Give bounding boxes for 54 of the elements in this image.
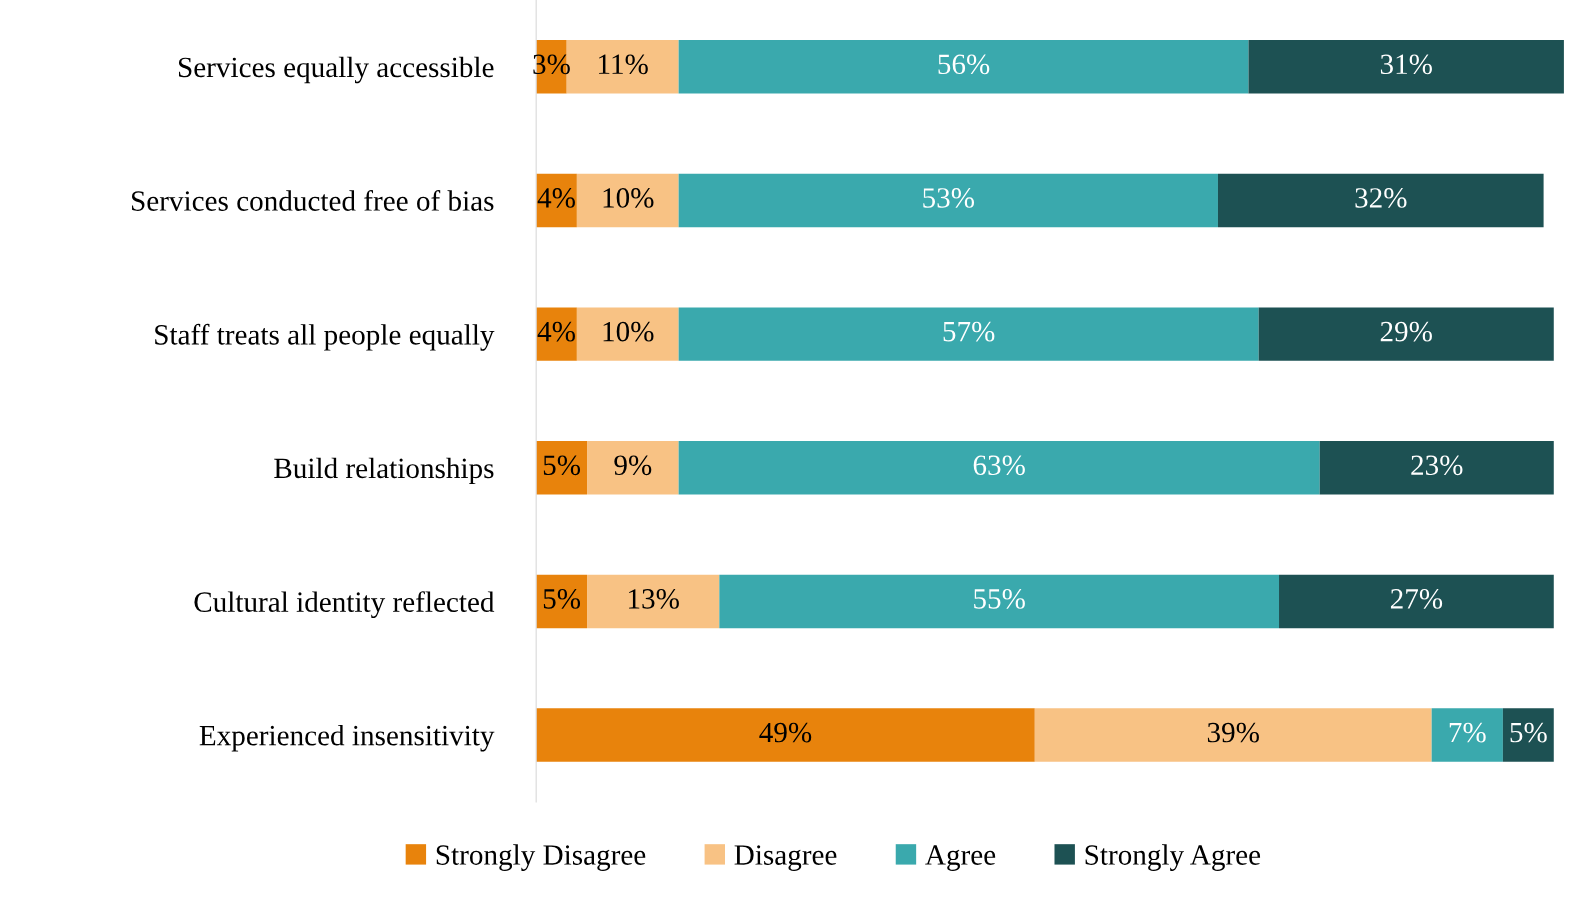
bar — [536, 708, 1035, 762]
legend-label: Strongly Agree — [1085, 844, 1261, 871]
bar — [587, 574, 720, 629]
bar — [719, 574, 1280, 629]
bar — [1279, 574, 1554, 629]
data-label: 39% — [1207, 722, 1259, 743]
bar — [1217, 173, 1544, 228]
data-label: 9% — [614, 455, 652, 476]
bar — [576, 307, 679, 361]
data-label: 10% — [603, 321, 654, 342]
data-label: 10% — [603, 188, 654, 208]
bar — [678, 441, 1320, 495]
legend-label: Agree — [925, 845, 996, 871]
bar — [536, 574, 588, 629]
data-label: 55% — [974, 589, 1025, 609]
data-label: 49% — [759, 722, 812, 743]
bar — [1319, 441, 1554, 495]
bar — [536, 307, 577, 361]
data-label: 57% — [943, 321, 995, 342]
data-label: 13% — [629, 589, 679, 609]
bar — [1502, 708, 1554, 762]
data-label: 4% — [537, 188, 575, 208]
data-label: 5% — [1510, 722, 1547, 743]
data-label: 23% — [1411, 455, 1463, 476]
bar — [1034, 708, 1432, 762]
data-label: 32% — [1355, 188, 1407, 208]
y-tick-label: Build relationships — [274, 457, 494, 485]
data-label: 63% — [973, 455, 1025, 476]
bar — [1258, 307, 1554, 361]
bar — [678, 40, 1249, 94]
y-tick-label: Cultural identity reflected — [194, 591, 495, 618]
data-label: 31% — [1380, 54, 1432, 75]
y-tick-label: Services equally accessible — [178, 56, 494, 84]
data-label: 27% — [1390, 589, 1443, 609]
bar — [1431, 708, 1503, 762]
data-label: 53% — [923, 188, 975, 208]
data-label: 7% — [1449, 722, 1486, 743]
bar — [678, 173, 1218, 228]
data-label: 5% — [543, 455, 581, 476]
y-tick-label: Staff treats all people equally — [155, 323, 495, 351]
data-label: 11% — [599, 54, 648, 75]
data-label: 4% — [537, 321, 575, 342]
legend-label: Strongly Disagree — [436, 844, 646, 871]
bar — [587, 441, 679, 495]
y-tick-label: Services conducted free of bias — [132, 190, 494, 211]
bar — [536, 441, 588, 495]
bar — [678, 307, 1259, 361]
data-label: 56% — [938, 54, 990, 75]
y-tick-label: Experienced insensitivity — [199, 724, 495, 752]
bar — [576, 173, 679, 228]
data-label: 29% — [1380, 321, 1432, 342]
legend-label: Disagree — [734, 845, 837, 871]
data-label: 5% — [543, 589, 581, 609]
bar — [1248, 40, 1564, 94]
